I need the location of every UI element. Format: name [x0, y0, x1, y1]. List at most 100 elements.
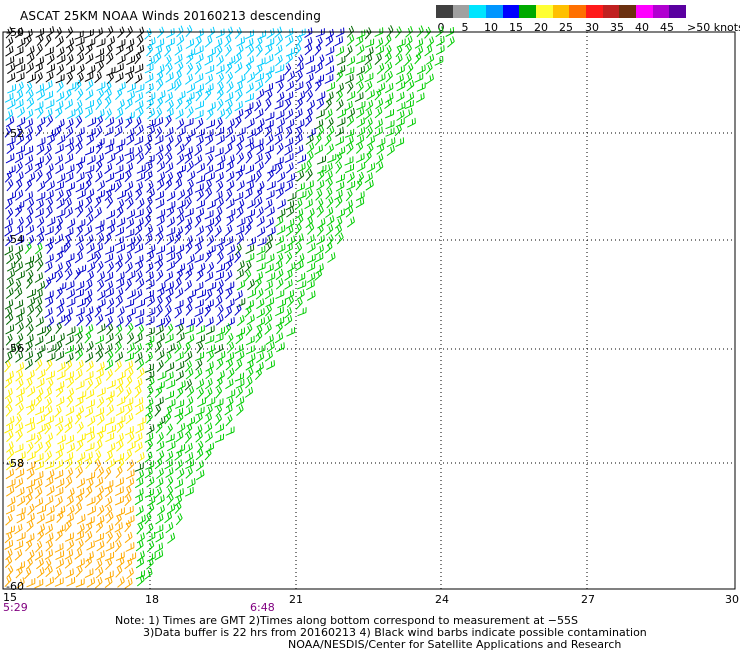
wind-barb — [176, 323, 184, 336]
wind-barb — [146, 196, 153, 209]
wind-barb — [396, 81, 406, 92]
wind-barb — [206, 235, 215, 247]
wind-barb — [4, 575, 12, 588]
wind-barb — [95, 368, 104, 380]
wind-barb — [256, 216, 265, 227]
wind-barb — [325, 224, 334, 236]
wind-barb — [25, 126, 34, 138]
wind-barb — [225, 26, 234, 39]
wind-barb — [166, 323, 174, 336]
wind-barb — [246, 198, 256, 209]
wind-barb — [116, 507, 125, 517]
wind-barb — [86, 431, 96, 443]
wind-barb — [126, 153, 135, 165]
wind-barb — [256, 143, 265, 156]
wind-barb — [226, 118, 235, 130]
wind-barb — [104, 576, 113, 589]
wind-barb — [65, 352, 74, 364]
wind-barb — [16, 106, 25, 118]
wind-barb — [45, 539, 53, 552]
wind-barb — [16, 577, 25, 589]
wind-barb — [107, 153, 116, 164]
wind-barb — [5, 404, 13, 417]
wind-barb — [225, 396, 234, 409]
wind-barb — [175, 108, 184, 120]
wind-barb — [115, 63, 124, 74]
wind-barb — [396, 38, 406, 48]
wind-barb — [37, 523, 46, 535]
wind-barb — [56, 297, 65, 309]
wind-barb — [25, 216, 33, 228]
wind-barb — [277, 298, 287, 309]
wind-barb — [106, 511, 114, 524]
wind-barb — [365, 179, 374, 191]
wind-barb — [25, 81, 33, 94]
wind-barb — [85, 53, 94, 65]
wind-barb — [34, 487, 43, 499]
wind-barb — [65, 37, 75, 49]
wind-barb — [296, 289, 305, 301]
wind-barb — [195, 358, 203, 371]
wind-barb — [75, 359, 84, 372]
wind-barb — [366, 143, 374, 156]
wind-barb — [236, 73, 246, 84]
wind-barb — [246, 72, 256, 83]
wind-barb — [95, 48, 105, 58]
wind-barb — [46, 316, 55, 328]
wind-barb — [45, 334, 55, 345]
wind-barb — [296, 214, 304, 227]
wind-barb — [6, 252, 14, 265]
wind-barb — [145, 154, 155, 165]
wind-barb — [364, 151, 372, 164]
wind-barb — [85, 89, 94, 101]
wind-barb — [336, 99, 344, 111]
wind-barb — [176, 153, 185, 165]
wind-barb — [66, 395, 74, 408]
wind-barb — [256, 344, 266, 354]
wind-barb — [76, 421, 84, 434]
wind-barb — [155, 144, 164, 156]
wind-barb — [97, 323, 106, 334]
wind-barb — [275, 54, 283, 67]
wind-barb — [396, 65, 405, 76]
wind-barb — [154, 386, 163, 398]
wind-barb — [56, 370, 66, 380]
wind-barb — [54, 495, 63, 508]
wind-barb — [206, 244, 216, 255]
wind-barb — [16, 532, 26, 542]
wind-barb — [115, 333, 123, 345]
wind-barb — [276, 187, 284, 199]
wind-barb — [265, 304, 272, 317]
wind-barb — [255, 108, 264, 120]
wind-barb — [165, 287, 174, 299]
wind-barb — [174, 53, 183, 65]
wind-barb — [355, 35, 364, 47]
wind-barb — [204, 88, 212, 101]
legend-swatch — [469, 5, 486, 18]
wind-barb — [164, 315, 172, 328]
wind-barb — [164, 412, 172, 425]
wind-barb — [104, 126, 114, 137]
wind-barb — [6, 478, 16, 489]
wind-barb — [324, 162, 333, 174]
wind-barb — [156, 179, 165, 191]
wind-barb — [147, 108, 156, 120]
wind-barb — [24, 34, 32, 47]
wind-barb — [105, 416, 115, 426]
wind-barb — [256, 317, 266, 328]
wind-barb — [244, 260, 252, 273]
wind-barb — [187, 170, 196, 182]
note-line-3: NOAA/NESDIS/Center for Satellite Applica… — [288, 638, 622, 651]
wind-barb — [236, 280, 246, 291]
wind-barb — [4, 360, 11, 373]
wind-barb — [66, 505, 75, 517]
wind-barb — [126, 459, 135, 472]
wind-barb — [25, 334, 34, 345]
wind-barb — [144, 363, 154, 373]
wind-barb — [146, 307, 156, 318]
wind-barb — [76, 405, 85, 417]
wind-barb — [144, 73, 154, 84]
wind-barb — [214, 296, 223, 308]
wind-barb — [196, 378, 205, 390]
wind-barb — [14, 299, 24, 310]
